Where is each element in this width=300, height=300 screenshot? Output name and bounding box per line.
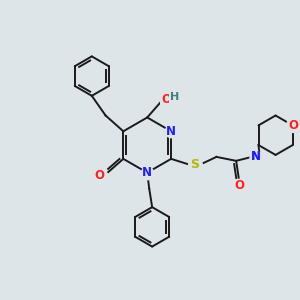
Text: N: N <box>251 150 261 164</box>
Text: N: N <box>142 166 152 179</box>
Text: O: O <box>95 169 105 182</box>
Text: N: N <box>251 150 261 164</box>
Text: O: O <box>234 179 244 192</box>
Text: O: O <box>289 119 298 132</box>
Text: O: O <box>161 93 171 106</box>
Text: N: N <box>166 125 176 138</box>
Text: H: H <box>170 92 179 102</box>
Text: S: S <box>190 158 199 171</box>
